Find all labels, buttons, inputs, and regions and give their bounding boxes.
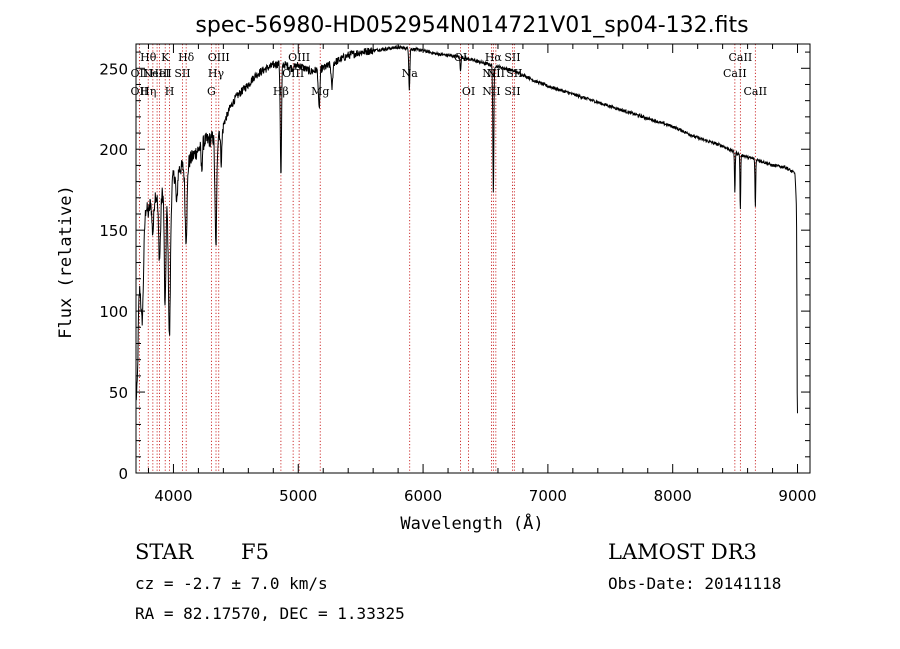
line-marker-label: OI (462, 85, 475, 98)
line-marker-label: Hθ (140, 51, 157, 64)
line-marker-label: NII (487, 67, 505, 80)
y-tick-label: 200 (99, 141, 128, 159)
line-marker-label: OII (131, 67, 149, 80)
line-marker-label: G (207, 85, 216, 98)
x-tick-label: 8000 (654, 487, 692, 505)
redshift-velocity: cz = -2.7 ± 7.0 km/s (135, 574, 328, 593)
x-tick-label: 9000 (778, 487, 816, 505)
coordinates: RA = 82.17570, DEC = 1.33325 (135, 604, 405, 623)
line-marker-label: OII (131, 85, 149, 98)
line-marker-label: Hα (485, 51, 503, 64)
line-marker-label: SII (504, 85, 520, 98)
line-marker-label: CaII (743, 85, 767, 98)
line-marker-label: NeIII (143, 67, 172, 80)
line-marker-label: HeI (149, 67, 169, 80)
line-marker-label: NII (482, 85, 500, 98)
y-axis-ticks: 0 50 100 150 200 250 (99, 51, 810, 483)
line-marker-label: CaII (729, 51, 753, 64)
line-marker-label: Hη (140, 85, 156, 98)
line-markers (138, 44, 756, 473)
object-class: STAR (135, 540, 194, 564)
line-marker-label: OIII (282, 67, 304, 80)
y-tick-label: 150 (99, 222, 128, 240)
y-tick-label: 0 (118, 465, 128, 483)
y-tick-label: 50 (109, 384, 128, 402)
line-marker-label: Hγ (208, 67, 225, 80)
x-tick-label: 7000 (529, 487, 567, 505)
x-axis-ticks: 4000 5000 6000 7000 8000 9000 (147, 44, 817, 505)
line-marker-label: OIII (208, 51, 230, 64)
x-axis-label: Wavelength (Å) (400, 512, 543, 534)
line-marker-label: SII (174, 67, 190, 80)
line-marker-label: K (161, 51, 170, 64)
line-marker-label: NII (482, 67, 500, 80)
survey-name: LAMOST DR3 (608, 540, 757, 564)
y-tick-label: 100 (99, 303, 128, 321)
y-tick-label: 250 (99, 60, 128, 78)
object-subclass: F5 (241, 540, 269, 564)
x-tick-label: 4000 (154, 487, 192, 505)
observation-date: Obs-Date: 20141118 (608, 574, 782, 593)
line-marker-label: H (165, 85, 175, 98)
y-axis-label: Flux (relative) (56, 185, 76, 339)
line-marker-label: Hδ (178, 51, 195, 64)
line-marker-label: CaII (723, 67, 747, 80)
x-tick-label: 5000 (279, 487, 317, 505)
spectrum-line (135, 44, 798, 414)
chart-title: spec-56980-HD052954N014721V01_sp04-132.f… (195, 13, 748, 38)
line-marker-label: OIII (288, 51, 310, 64)
x-tick-label: 6000 (404, 487, 442, 505)
plot-frame (135, 43, 811, 474)
line-marker-label: Hβ (273, 85, 289, 98)
line-marker-label: SII (504, 51, 520, 64)
